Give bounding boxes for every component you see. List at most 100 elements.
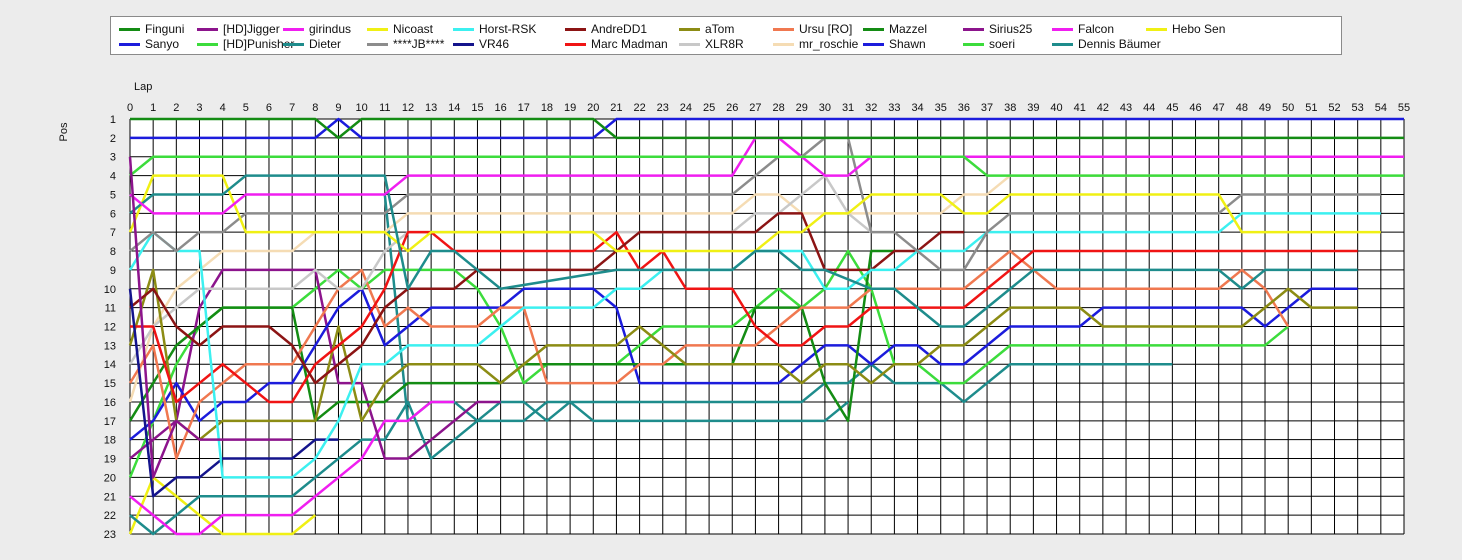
y-tick-label: 19 <box>104 454 116 466</box>
x-axis-label: Lap <box>134 81 152 93</box>
y-tick-label: 10 <box>104 284 116 296</box>
y-tick-label: 18 <box>104 435 116 447</box>
legend-label: Horst-RSK <box>479 22 537 36</box>
legend-label: [HD]Jigger <box>223 22 280 36</box>
x-tick-label: 55 <box>1398 102 1410 114</box>
x-tick-label: 27 <box>749 102 761 114</box>
x-tick-label: 34 <box>911 102 923 114</box>
legend-swatch <box>1052 28 1073 31</box>
legend-swatch <box>1052 43 1073 46</box>
x-tick-label: 54 <box>1375 102 1387 114</box>
legend-swatch <box>283 28 304 31</box>
legend-label: Shawn <box>889 37 926 51</box>
legend-label: [HD]Punisher <box>223 37 295 51</box>
x-tick-label: 43 <box>1120 102 1132 114</box>
legend-label: girindus <box>309 22 352 36</box>
x-tick-label: 52 <box>1328 102 1340 114</box>
x-tick-label: 33 <box>888 102 900 114</box>
x-tick-label: 20 <box>587 102 599 114</box>
x-tick-label: 18 <box>541 102 553 114</box>
y-tick-label: 23 <box>104 529 116 541</box>
legend-swatch <box>119 43 140 46</box>
y-tick-label: 13 <box>104 340 116 352</box>
x-tick-label: 11 <box>379 102 390 114</box>
legend-label: Sirius25 <box>989 22 1033 36</box>
series-line <box>129 136 1381 272</box>
series-line <box>129 155 1404 177</box>
y-tick-label: 5 <box>110 189 116 201</box>
legend-label: VR46 <box>479 37 510 51</box>
legend-swatch <box>963 28 984 31</box>
x-tick-label: 40 <box>1050 102 1062 114</box>
series-line <box>130 117 1404 140</box>
x-tick-label: 14 <box>448 102 460 114</box>
x-tick-label: 16 <box>494 102 506 114</box>
y-tick-label: 9 <box>110 265 116 277</box>
x-tick-label: 51 <box>1305 102 1317 114</box>
x-tick-label: 9 <box>335 102 341 114</box>
legend-label: Falcon <box>1078 22 1115 36</box>
legend-label: Sanyo <box>145 37 180 51</box>
legend-label: mr_roschie <box>799 37 859 51</box>
y-tick-label: 21 <box>104 491 116 503</box>
x-tick-label: 8 <box>312 102 318 114</box>
x-tick-label: 32 <box>865 102 877 114</box>
legend-label: Dennis Bäumer <box>1078 37 1161 51</box>
legend-swatch <box>963 43 984 46</box>
legend-swatch <box>453 43 474 46</box>
legend-swatch <box>679 28 700 31</box>
series-line <box>130 230 1358 404</box>
x-tick-label: 35 <box>935 102 947 114</box>
series-line <box>130 117 1404 140</box>
x-tick-label: 13 <box>425 102 437 114</box>
y-tick-label: 12 <box>104 322 116 334</box>
x-tick-label: 49 <box>1259 102 1271 114</box>
series-line <box>128 249 1290 460</box>
y-tick-label: 6 <box>110 208 116 220</box>
y-tick-label: 2 <box>110 133 116 145</box>
x-tick-label: 19 <box>564 102 576 114</box>
legend-label: Finguni <box>145 22 185 36</box>
x-tick-label: 50 <box>1282 102 1294 114</box>
x-tick-label: 44 <box>1143 102 1155 114</box>
legend-swatch <box>119 28 140 31</box>
x-tick-label: 30 <box>819 102 831 114</box>
y-tick-label: 1 <box>110 114 116 126</box>
x-tick-label: 7 <box>289 102 295 114</box>
x-tick-label: 2 <box>173 102 179 114</box>
legend-label: Marc Madman <box>591 37 668 51</box>
x-tick-label: 22 <box>633 102 645 114</box>
x-tick-label: 31 <box>842 102 854 114</box>
legend-label: Mazzel <box>889 22 928 36</box>
x-tick-label: 47 <box>1213 102 1225 114</box>
x-tick-label: 28 <box>772 102 784 114</box>
chart-legend: Finguni Sanyo [HD]Jigger [HD]Punisher girind… <box>110 16 1342 55</box>
x-tick-label: 38 <box>1004 102 1016 114</box>
x-tick-label: 4 <box>220 102 226 114</box>
x-tick-label: 46 <box>1189 102 1201 114</box>
legend-swatch <box>565 28 586 31</box>
y-tick-label: 15 <box>104 378 116 390</box>
x-tick-label: 24 <box>680 102 692 114</box>
legend-swatch <box>863 43 884 46</box>
x-tick-label: 53 <box>1352 102 1364 114</box>
y-tick-label: 7 <box>110 227 116 239</box>
series-line <box>129 174 1358 328</box>
x-tick-label: 29 <box>796 102 808 114</box>
series-line <box>129 268 501 460</box>
x-tick-label: 17 <box>518 102 530 114</box>
legend-label: Hebo Sen <box>1172 22 1226 36</box>
legend-swatch <box>863 28 884 31</box>
legend-swatch <box>367 28 388 31</box>
y-tick-label: 14 <box>104 359 116 371</box>
x-tick-label: 37 <box>981 102 993 114</box>
x-tick-label: 48 <box>1236 102 1248 114</box>
x-tick-label: 26 <box>726 102 738 114</box>
legend-label: Dieter <box>309 37 342 51</box>
y-tick-label: 8 <box>110 246 116 258</box>
legend-swatch <box>773 43 794 46</box>
series-line <box>128 212 1381 479</box>
x-tick-label: 15 <box>471 102 483 114</box>
x-tick-label: 45 <box>1166 102 1178 114</box>
